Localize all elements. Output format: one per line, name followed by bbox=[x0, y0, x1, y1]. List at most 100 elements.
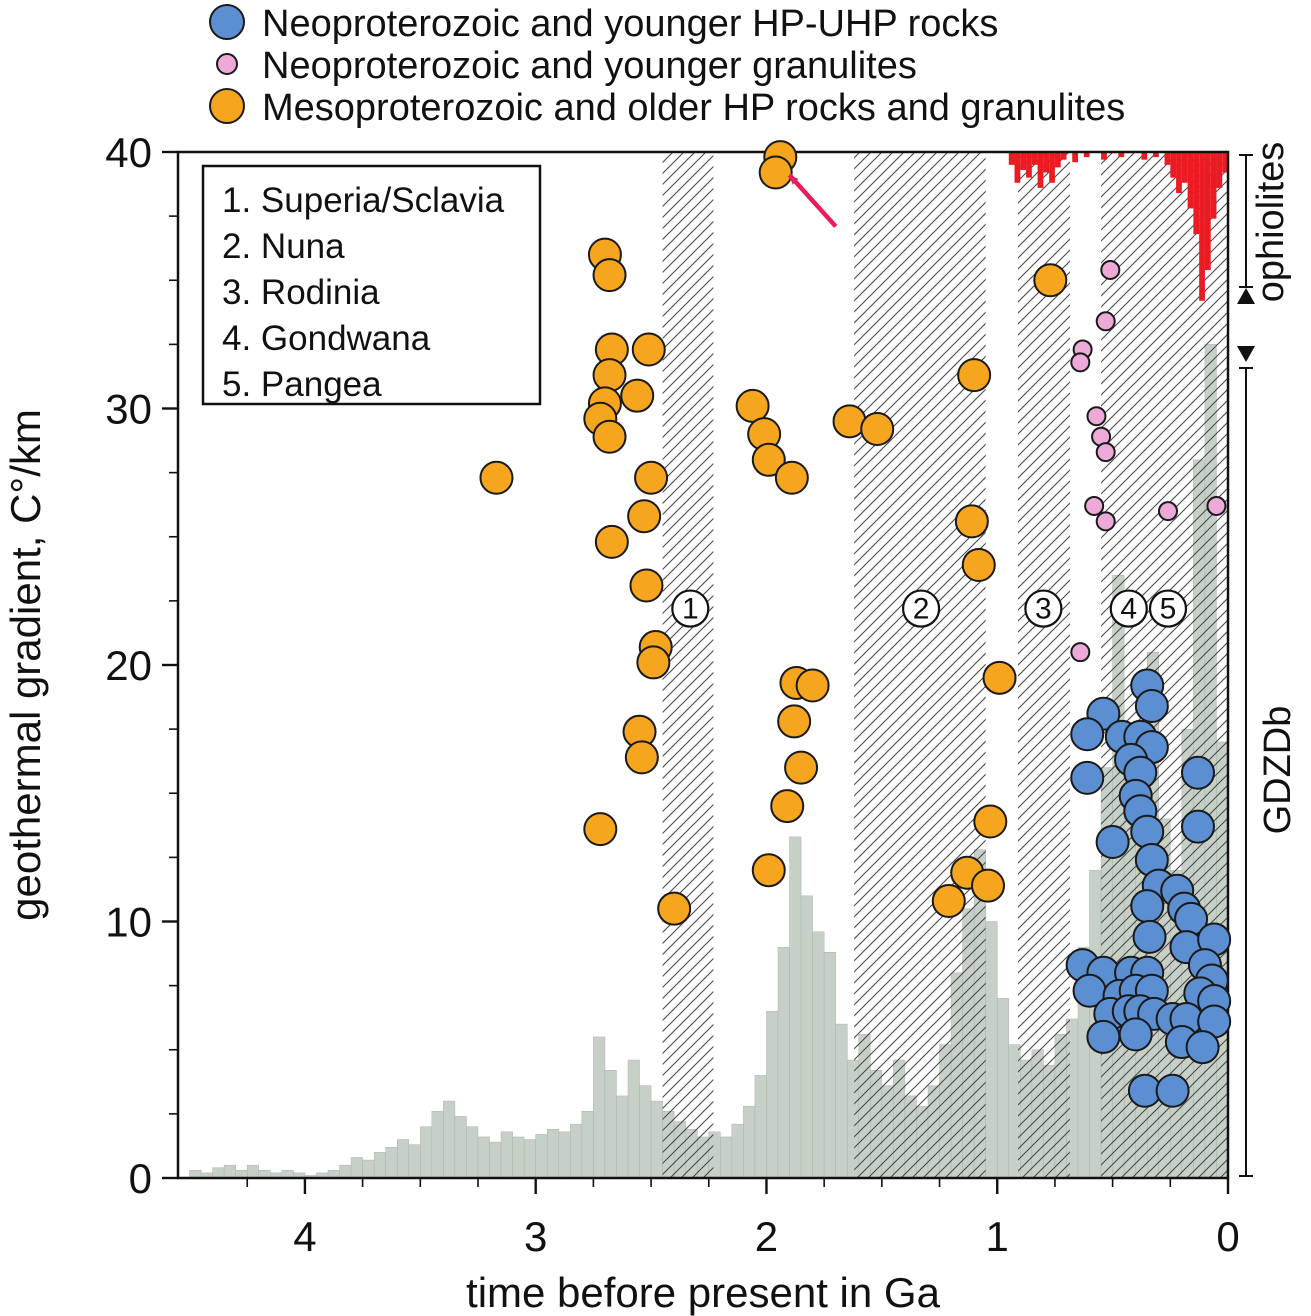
neo-hp-uhp-point bbox=[1130, 889, 1165, 924]
neo-hp-uhp-point bbox=[1181, 809, 1215, 844]
gdzdb-bar bbox=[396, 1139, 410, 1178]
meso-older-hp-point bbox=[620, 378, 655, 413]
numbered-badge-circle bbox=[1109, 589, 1148, 628]
gdzdb-bar bbox=[339, 1164, 352, 1178]
top-legend: Neoproterozoic and younger HP-UHP rocks … bbox=[209, 3, 1125, 129]
neo-hp-uhp-point bbox=[1132, 919, 1167, 954]
x-axis-title: time before present in Ga bbox=[466, 1269, 941, 1316]
meso-older-hp-point bbox=[961, 547, 996, 582]
gdzdb-bar bbox=[512, 1136, 525, 1178]
numbered-badge-circle bbox=[1024, 589, 1063, 628]
meso-older-hp-point bbox=[751, 853, 786, 888]
legend-dot-hp-uhp-icon bbox=[209, 4, 245, 40]
meso-older-hp-point bbox=[636, 645, 671, 680]
neo-granulites-point bbox=[1086, 406, 1107, 427]
meso-older-hp-point bbox=[592, 258, 627, 293]
gdzdb-bar bbox=[789, 836, 802, 1178]
gdzdb-bar bbox=[835, 1023, 848, 1178]
gdzdb-bar bbox=[454, 1116, 467, 1178]
neo-hp-uhp-point bbox=[1095, 824, 1130, 859]
meso-older-hp-point bbox=[583, 812, 618, 847]
neo-hp-uhp-point bbox=[1086, 1019, 1121, 1054]
ophiolite-bar bbox=[1222, 152, 1228, 173]
gdzdb-bar bbox=[639, 1085, 652, 1178]
gdzdb-bar bbox=[443, 1100, 456, 1178]
meso-older-hp-point bbox=[751, 442, 786, 477]
gdzdb-bar bbox=[246, 1164, 260, 1178]
gdzdb-bar bbox=[604, 1070, 617, 1178]
gdzdb-bar bbox=[350, 1157, 363, 1178]
ophiolite-bar bbox=[1054, 152, 1061, 168]
supercontinent-1: 1. Superia/Sclavia bbox=[222, 181, 505, 220]
meso-older-hp-point bbox=[971, 868, 1005, 903]
gdzdb-bar bbox=[754, 1075, 767, 1178]
ophiolite-bar bbox=[1187, 152, 1194, 209]
gdzdb-bar bbox=[385, 1146, 398, 1178]
meso-older-hp-point bbox=[735, 388, 770, 423]
ophiolite-bar bbox=[1008, 152, 1015, 165]
callout-arrow bbox=[787, 173, 838, 228]
ophiolite-bar bbox=[1060, 152, 1067, 160]
ophiolite-bar bbox=[1118, 152, 1125, 158]
gdzdb-bar bbox=[812, 931, 825, 1178]
meso-older-hp-point bbox=[594, 524, 629, 559]
gdzdb-bar bbox=[570, 1123, 583, 1178]
gdzdb-bar bbox=[477, 1136, 490, 1178]
y-tick-label: 30 bbox=[105, 386, 152, 433]
neo-hp-uhp-point bbox=[1118, 1017, 1153, 1052]
neo-granulites-point bbox=[1070, 352, 1091, 373]
ophiolite-bar bbox=[1083, 152, 1090, 158]
gdzdb-bar bbox=[581, 1111, 594, 1178]
numbered-badge-label: 2 bbox=[913, 593, 930, 626]
ophiolite-bar bbox=[1026, 152, 1032, 178]
supercontinent-4: 4. Gondwana bbox=[222, 319, 431, 358]
supercontinent-5: 5. Pangea bbox=[222, 365, 382, 404]
ophiolite-bar bbox=[1049, 152, 1055, 183]
supercontinent-2: 2. Nuna bbox=[222, 227, 345, 266]
gdzdb-bar bbox=[408, 1144, 421, 1178]
meso-older-hp-point bbox=[777, 704, 812, 739]
ophiolite-bar bbox=[1204, 152, 1211, 270]
gdzdb-bar bbox=[535, 1134, 548, 1178]
legend-label-granulites: Neoproterozoic and younger granulites bbox=[262, 45, 917, 87]
gdzdb-bar bbox=[420, 1126, 433, 1178]
meso-older-hp-point bbox=[860, 412, 895, 447]
meso-older-hp-point bbox=[1033, 263, 1068, 298]
neo-hp-uhp-point bbox=[1155, 1073, 1190, 1108]
gdzdb-bar bbox=[223, 1164, 236, 1178]
neo-granulites-point bbox=[1070, 642, 1091, 663]
ophiolite-bar bbox=[1037, 152, 1044, 188]
gdzdb-bar bbox=[650, 1100, 663, 1178]
meso-older-hp-point bbox=[627, 499, 662, 534]
gdzdb-bar bbox=[800, 895, 813, 1178]
y-tick-label: 10 bbox=[105, 899, 152, 946]
neo-granulites-point bbox=[1084, 495, 1105, 516]
numbered-badge-label: 5 bbox=[1160, 593, 1177, 626]
ophiolite-bar bbox=[1193, 152, 1200, 235]
meso-older-hp-point bbox=[973, 804, 1008, 839]
gdzdb-bar bbox=[985, 921, 998, 1178]
numbered-badge-circle bbox=[1148, 589, 1188, 628]
meso-older-hp-point bbox=[592, 358, 627, 393]
gdzdb-bar bbox=[558, 1131, 571, 1178]
hatch-band bbox=[854, 152, 986, 1178]
meso-older-hp-point bbox=[657, 891, 692, 926]
ophiolite-bar bbox=[1199, 152, 1205, 301]
neo-granulites-point bbox=[1100, 259, 1121, 280]
supercontinent-3: 3. Rodinia bbox=[222, 273, 380, 312]
gdzdb-bar bbox=[489, 1141, 502, 1178]
y-tick-label: 20 bbox=[105, 642, 152, 689]
gdzdb-bar bbox=[777, 946, 790, 1178]
gdzdb-bar bbox=[627, 1059, 640, 1178]
ophiolite-bar bbox=[1014, 152, 1021, 183]
meso-older-hp-point bbox=[631, 332, 666, 367]
neo-granulites-point bbox=[1206, 495, 1227, 516]
ophiolites-label: ophiolites bbox=[1250, 142, 1292, 303]
x-tick-label: 3 bbox=[524, 1213, 547, 1260]
numbered-badge-label: 3 bbox=[1035, 593, 1052, 626]
ophiolite-histogram-layer bbox=[1008, 152, 1228, 301]
gdzdb-bar bbox=[373, 1152, 386, 1178]
